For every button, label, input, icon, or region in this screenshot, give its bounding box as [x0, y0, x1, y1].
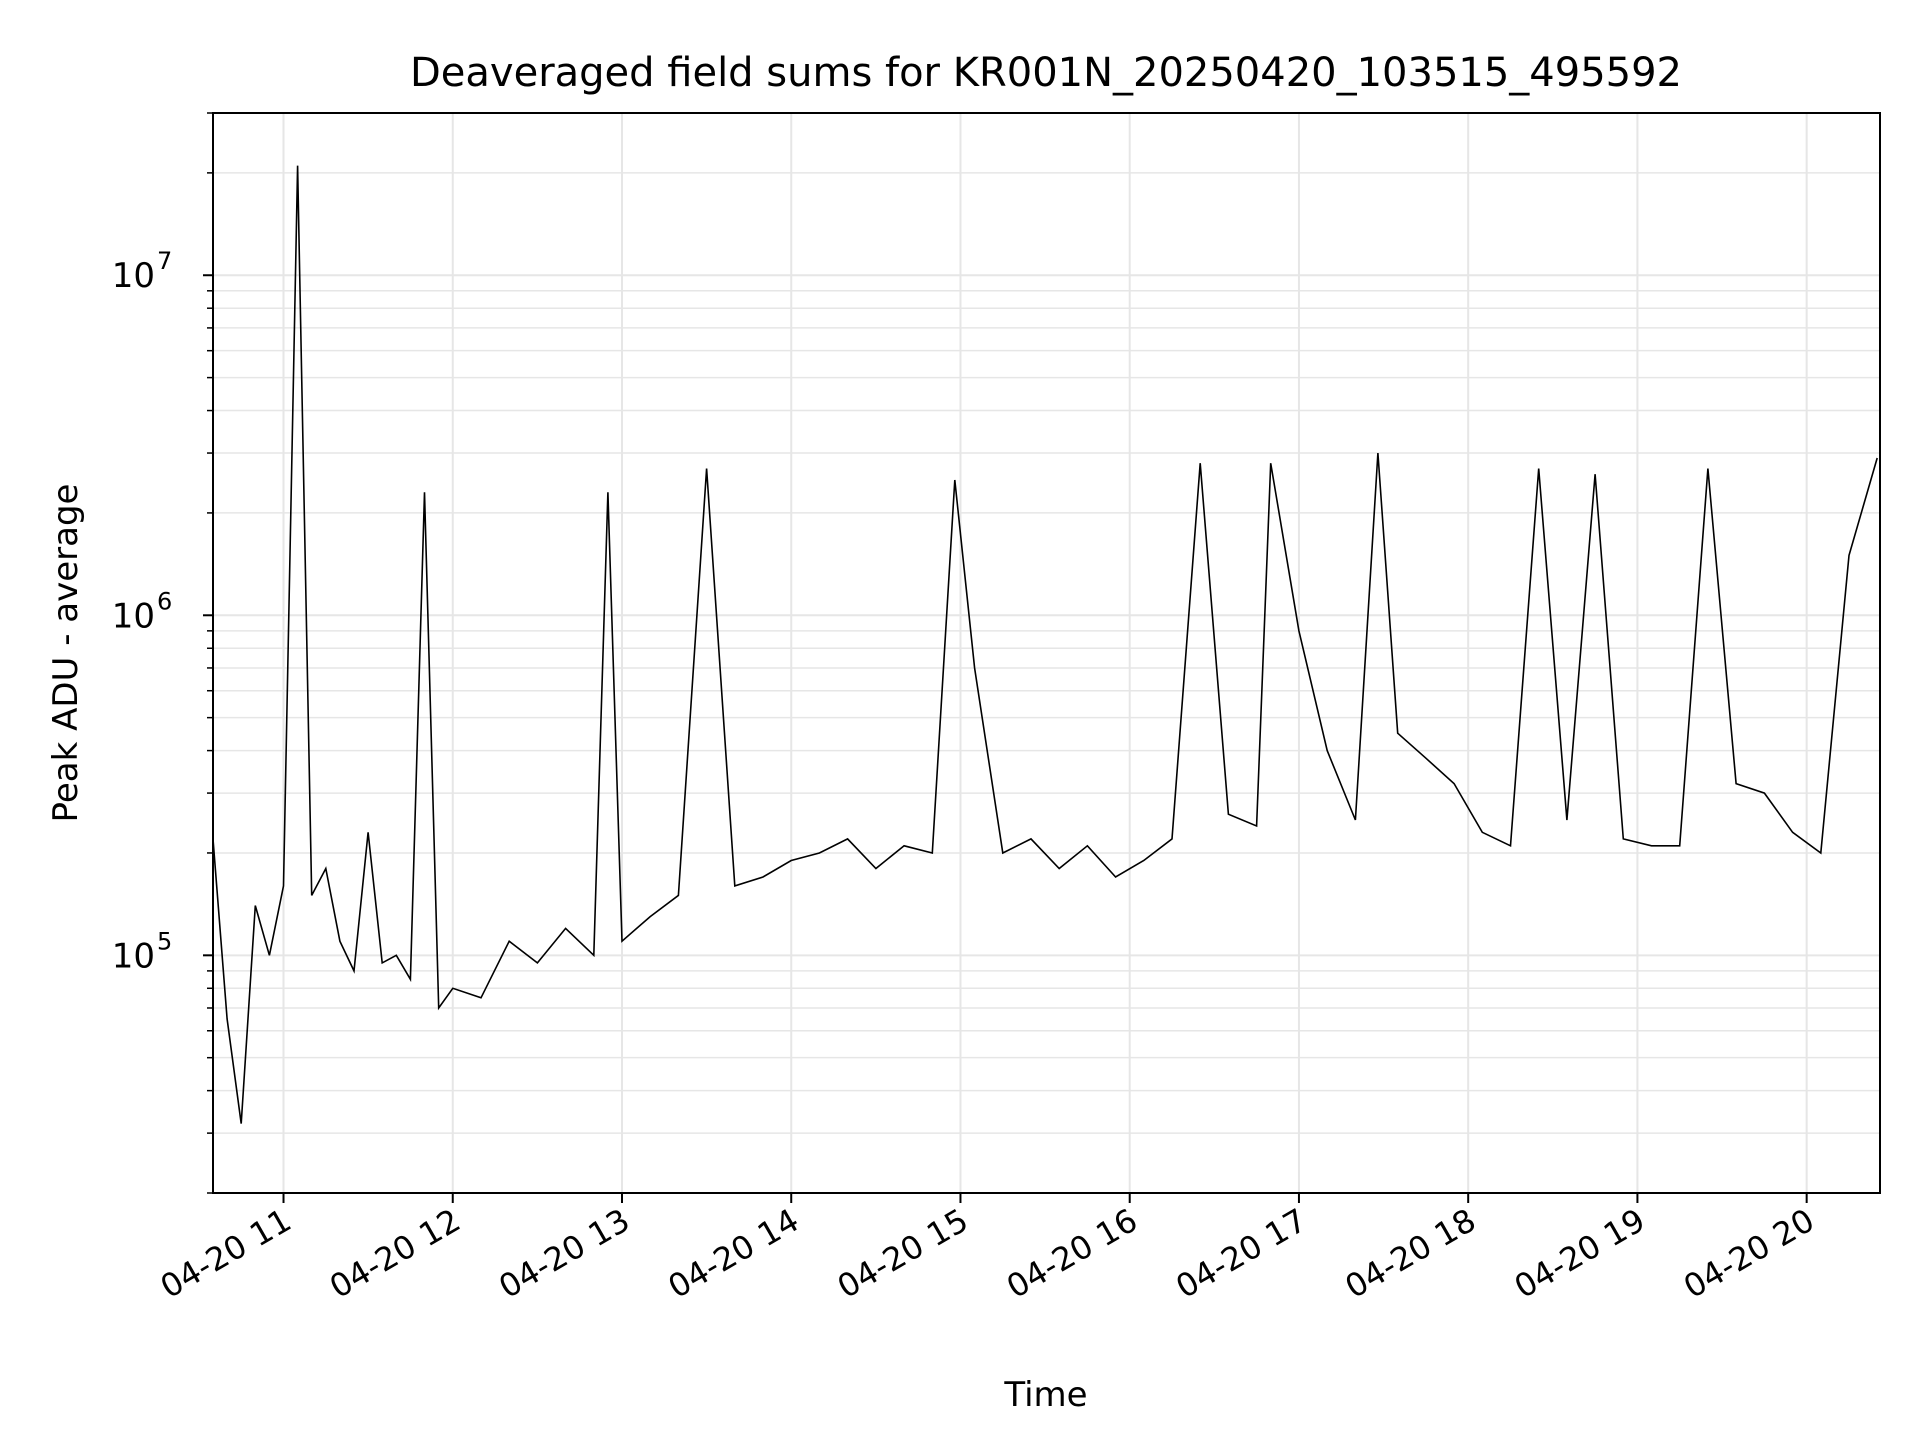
series-line	[212, 165, 1878, 1124]
y-tick-label: 10	[112, 936, 155, 976]
y-tick-label-exponent: 5	[157, 927, 172, 955]
data-layer	[212, 165, 1878, 1124]
y-tick-label: 10	[112, 596, 155, 636]
x-axis-label: Time	[1003, 1375, 1087, 1415]
y-axis-label: Peak ADU - average	[46, 484, 86, 823]
y-tick-label: 10	[112, 256, 155, 296]
plot-frame	[212, 112, 1881, 1194]
y-tick-label-exponent: 6	[157, 587, 172, 615]
grid-layer	[213, 112, 1880, 1194]
y-tick-label-exponent: 7	[157, 247, 172, 275]
chart-title: Deaveraged field sums for KR001N_2025042…	[410, 50, 1682, 96]
